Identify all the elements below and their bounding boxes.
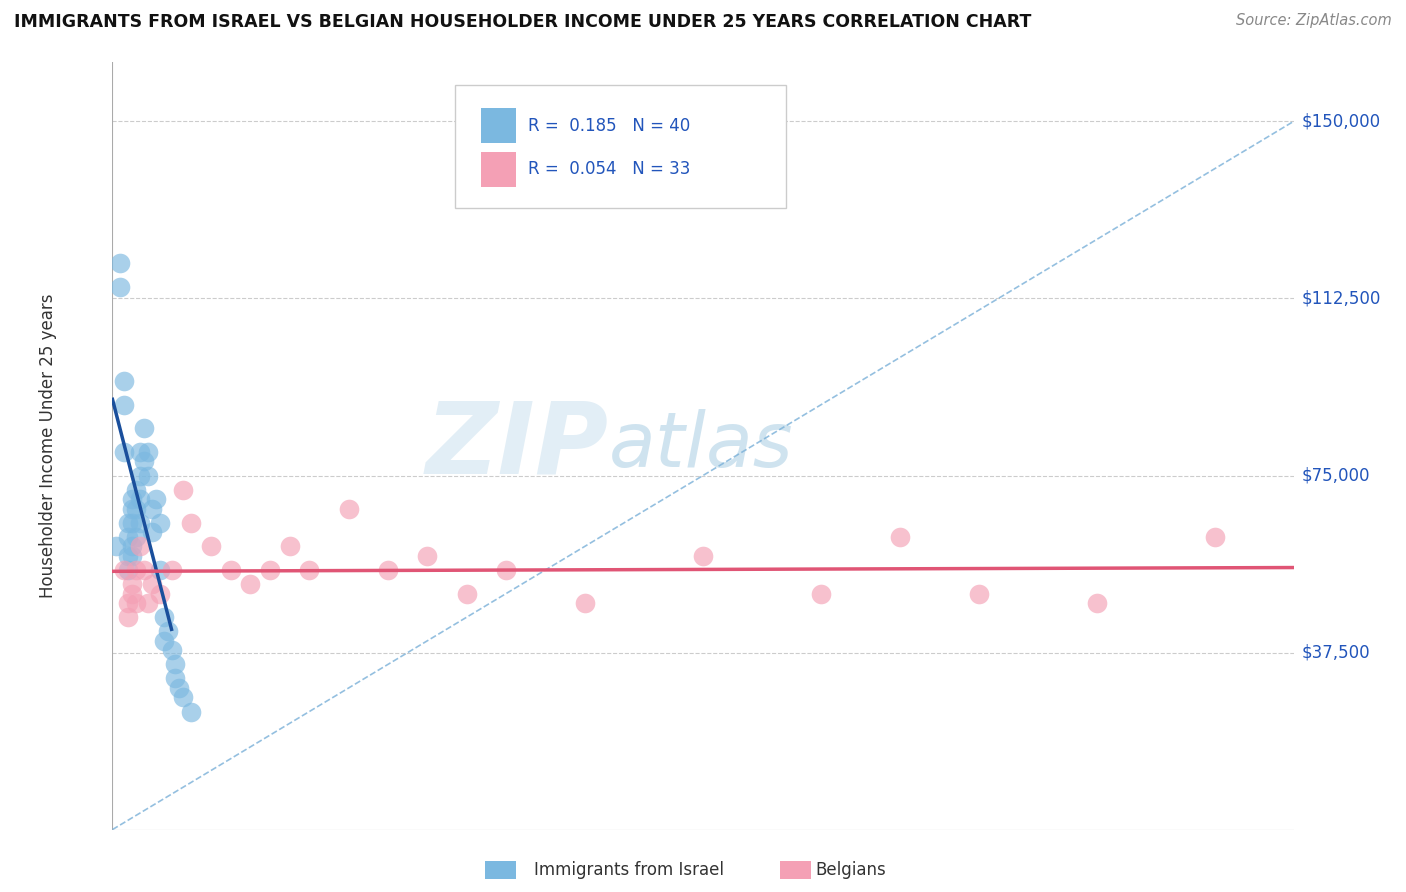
- Text: Source: ZipAtlas.com: Source: ZipAtlas.com: [1236, 13, 1392, 29]
- Point: [117, 596, 139, 610]
- Point: [156, 624, 179, 639]
- Point: [136, 445, 159, 459]
- Text: Belgians: Belgians: [815, 861, 886, 879]
- Point: [889, 530, 911, 544]
- Point: [129, 445, 152, 459]
- Point: [129, 492, 152, 507]
- Point: [967, 586, 990, 600]
- Point: [169, 681, 191, 695]
- Point: [112, 374, 135, 388]
- Point: [160, 643, 183, 657]
- Point: [121, 577, 143, 591]
- Point: [165, 657, 187, 672]
- Point: [121, 549, 143, 563]
- Point: [125, 563, 148, 577]
- Point: [165, 672, 187, 686]
- Point: [810, 586, 832, 600]
- Point: [160, 563, 183, 577]
- Point: [117, 563, 139, 577]
- Text: Immigrants from Israel: Immigrants from Israel: [534, 861, 724, 879]
- Text: $150,000: $150,000: [1302, 112, 1381, 130]
- Text: IMMIGRANTS FROM ISRAEL VS BELGIAN HOUSEHOLDER INCOME UNDER 25 YEARS CORRELATION : IMMIGRANTS FROM ISRAEL VS BELGIAN HOUSEH…: [14, 13, 1032, 31]
- Point: [200, 539, 222, 553]
- Point: [180, 516, 202, 530]
- Point: [172, 483, 194, 497]
- Point: [129, 468, 152, 483]
- Point: [180, 705, 202, 719]
- Point: [152, 633, 174, 648]
- FancyBboxPatch shape: [456, 86, 786, 208]
- Point: [298, 563, 321, 577]
- Point: [125, 530, 148, 544]
- Point: [117, 610, 139, 624]
- Text: $37,500: $37,500: [1302, 643, 1369, 662]
- Point: [129, 516, 152, 530]
- Point: [1204, 530, 1226, 544]
- Point: [125, 596, 148, 610]
- Text: R =  0.185   N = 40: R = 0.185 N = 40: [529, 117, 690, 135]
- Point: [149, 563, 172, 577]
- Point: [692, 549, 714, 563]
- Point: [121, 539, 143, 553]
- Point: [141, 501, 163, 516]
- Bar: [481, 109, 516, 143]
- Point: [112, 445, 135, 459]
- Point: [239, 577, 262, 591]
- Text: ZIP: ZIP: [426, 398, 609, 494]
- Point: [337, 501, 360, 516]
- Text: $75,000: $75,000: [1302, 467, 1369, 484]
- Point: [141, 525, 163, 540]
- Point: [121, 501, 143, 516]
- Bar: [481, 153, 516, 186]
- Point: [416, 549, 439, 563]
- Point: [145, 492, 167, 507]
- Point: [129, 539, 152, 553]
- Point: [259, 563, 281, 577]
- Point: [172, 690, 194, 705]
- Point: [278, 539, 301, 553]
- Point: [112, 563, 135, 577]
- Point: [152, 610, 174, 624]
- Point: [121, 516, 143, 530]
- Point: [105, 539, 128, 553]
- Point: [117, 530, 139, 544]
- Text: Householder Income Under 25 years: Householder Income Under 25 years: [38, 293, 56, 599]
- Point: [110, 256, 132, 270]
- Point: [141, 577, 163, 591]
- Point: [121, 586, 143, 600]
- Point: [1085, 596, 1108, 610]
- Point: [125, 501, 148, 516]
- Point: [121, 492, 143, 507]
- Point: [377, 563, 399, 577]
- Point: [132, 421, 155, 435]
- Point: [132, 563, 155, 577]
- Point: [110, 279, 132, 293]
- Point: [149, 516, 172, 530]
- Point: [574, 596, 596, 610]
- Point: [136, 596, 159, 610]
- Point: [117, 549, 139, 563]
- Text: atlas: atlas: [609, 409, 793, 483]
- Point: [149, 586, 172, 600]
- Text: $112,500: $112,500: [1302, 290, 1381, 308]
- Point: [136, 468, 159, 483]
- Point: [132, 454, 155, 468]
- Point: [219, 563, 242, 577]
- Point: [456, 586, 478, 600]
- Point: [112, 398, 135, 412]
- Point: [125, 483, 148, 497]
- Text: R =  0.054   N = 33: R = 0.054 N = 33: [529, 161, 690, 178]
- Point: [117, 516, 139, 530]
- Point: [495, 563, 517, 577]
